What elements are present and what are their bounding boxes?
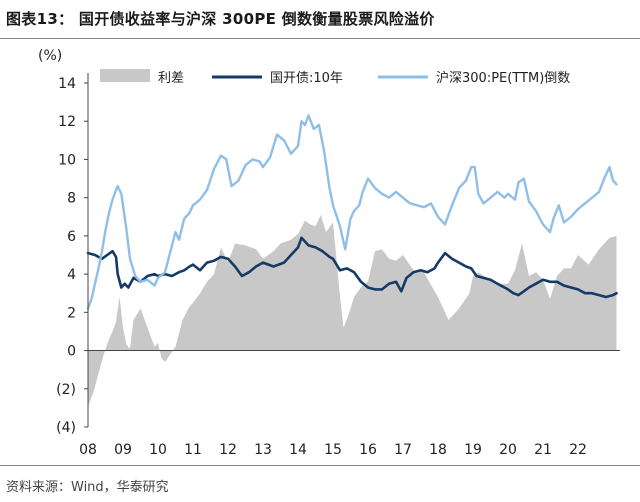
x-tick-label: 19 (464, 442, 482, 458)
y-tick-label: 6 (67, 229, 76, 245)
footer-divider (0, 465, 640, 466)
x-tick-label: 18 (429, 442, 447, 458)
chart-title: 图表13： 国开债收益率与沪深 300PE 倒数衡量股票风险溢价 (6, 10, 435, 28)
x-tick-label: 17 (394, 442, 412, 458)
y-tick-label: 12 (58, 114, 76, 130)
x-tick-label: 10 (149, 442, 167, 458)
x-tick-label: 13 (254, 442, 272, 458)
x-tick-label: 21 (534, 442, 552, 458)
x-tick-label: 15 (324, 442, 342, 458)
series-area-spread (88, 214, 617, 406)
source-note: 资料来源：Wind，华泰研究 (6, 480, 169, 495)
y-tick-label: 4 (67, 267, 76, 283)
y-tick-label: (2) (56, 382, 76, 398)
x-tick-label: 22 (569, 442, 587, 458)
legend-label-bond: 国开债:10年 (270, 71, 343, 86)
y-unit-label: (%) (38, 48, 62, 64)
y-tick-label: (4) (56, 420, 76, 436)
y-tick-label: 8 (67, 191, 76, 207)
y-tick-label: 14 (58, 76, 76, 92)
x-tick-label: 12 (219, 442, 237, 458)
legend-swatch-spread (100, 69, 150, 82)
series-line-earnings-yield (86, 114, 618, 310)
x-tick-label: 09 (114, 442, 132, 458)
y-tick-label: 10 (58, 152, 76, 168)
title-divider (0, 38, 640, 39)
x-tick-label: 16 (359, 442, 377, 458)
x-tick-label: 11 (184, 442, 202, 458)
y-tick-label: 2 (67, 305, 76, 321)
legend: 利差 国开债:10年 沪深300:PE(TTM)倒数 (100, 69, 570, 86)
legend-label-earnings-yield: 沪深300:PE(TTM)倒数 (436, 70, 570, 86)
x-tick-label: 20 (499, 442, 517, 458)
y-tick-label: 0 (67, 344, 76, 360)
plot-layer (86, 114, 618, 406)
legend-label-spread: 利差 (158, 71, 184, 86)
x-tick-label: 14 (289, 442, 307, 458)
x-tick-label: 08 (79, 442, 97, 458)
